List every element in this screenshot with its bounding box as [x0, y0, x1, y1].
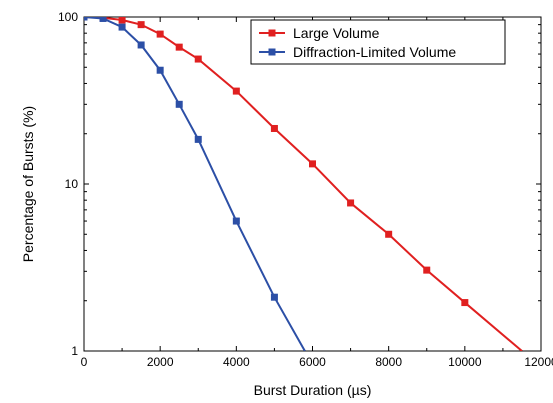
series-line: [84, 17, 523, 351]
legend-label: Diffraction-Limited Volume: [293, 44, 456, 60]
data-point: [309, 160, 316, 168]
legend-swatch-marker: [268, 29, 276, 37]
y-axis-title: Percentage of Bursts (%): [20, 106, 36, 262]
plot-border: [83, 16, 542, 352]
data-point: [137, 41, 145, 49]
x-tick-label: 10000: [448, 355, 482, 369]
plot-frame: [83, 16, 542, 352]
data-point: [270, 293, 278, 301]
y-axis: 1 10 100: [58, 10, 541, 358]
x-tick-label: 0: [81, 355, 88, 369]
y-tick-label: 1: [71, 344, 78, 358]
x-tick-label: 12000: [524, 355, 553, 369]
series-2: [84, 17, 306, 351]
data-point: [270, 124, 278, 132]
x-tick-label: 2000: [147, 355, 174, 369]
data-point: [156, 66, 164, 74]
data-point: [99, 17, 107, 22]
x-tick-label: 4000: [223, 355, 250, 369]
data-point: [461, 299, 469, 307]
data-point: [194, 55, 202, 63]
data-point: [385, 230, 393, 238]
x-tick-label: 8000: [375, 355, 402, 369]
data-point: [175, 100, 183, 108]
data-point: [118, 17, 126, 24]
legend-label: Large Volume: [293, 25, 380, 41]
data-point: [156, 30, 164, 38]
legend-box: [250, 19, 506, 65]
series-clip-group: [84, 17, 523, 351]
data-point: [232, 87, 240, 95]
data-point: [175, 43, 183, 51]
legend-swatch-marker: [268, 48, 276, 56]
series-1: [84, 17, 523, 351]
x-axis-title: Burst Duration (µs): [254, 382, 372, 398]
data-point: [84, 17, 88, 21]
data-point: [423, 266, 431, 274]
x-tick-label: 6000: [299, 355, 326, 369]
series-layer: [84, 17, 523, 351]
y-tick-label: 100: [58, 10, 78, 24]
x-axis: 0 2000 4000 6000 8000 10000 12000: [81, 17, 553, 369]
data-point: [347, 199, 355, 207]
data-point: [118, 23, 126, 31]
data-point: [194, 135, 202, 143]
series-line: [84, 17, 306, 351]
data-point: [137, 21, 145, 29]
legend: Large Volume Diffraction-Limited Volume: [250, 19, 506, 65]
y-tick-label: 10: [65, 177, 79, 191]
data-point: [232, 217, 240, 225]
